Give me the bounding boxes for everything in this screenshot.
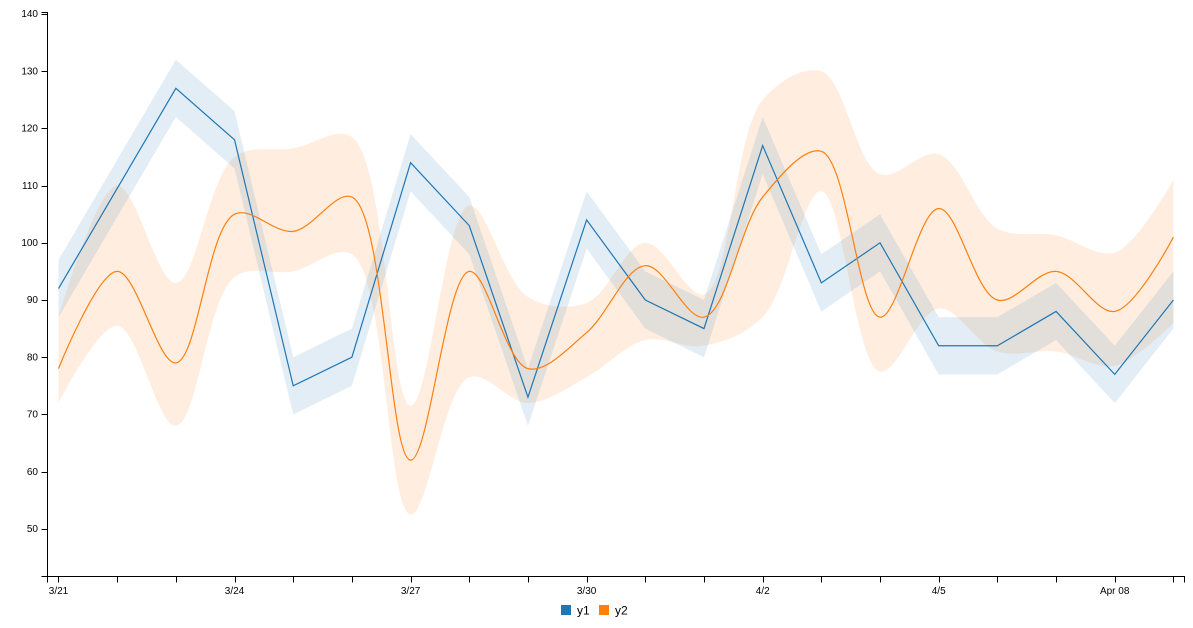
svg-text:y1: y1 [577, 604, 590, 618]
svg-text:100: 100 [21, 238, 38, 249]
svg-text:3/24: 3/24 [225, 586, 245, 597]
svg-text:4/5: 4/5 [932, 586, 946, 597]
svg-text:Apr 08: Apr 08 [1100, 586, 1130, 597]
svg-text:120: 120 [21, 124, 38, 135]
svg-text:4/2: 4/2 [756, 586, 770, 597]
svg-text:130: 130 [21, 66, 38, 77]
svg-text:80: 80 [27, 352, 39, 363]
svg-text:50: 50 [27, 524, 39, 535]
svg-text:60: 60 [27, 467, 39, 478]
svg-text:y2: y2 [615, 604, 628, 618]
svg-text:140: 140 [21, 9, 38, 20]
svg-text:3/30: 3/30 [577, 586, 597, 597]
svg-text:3/21: 3/21 [49, 586, 69, 597]
svg-text:3/27: 3/27 [401, 586, 421, 597]
svg-text:90: 90 [27, 295, 39, 306]
svg-text:70: 70 [27, 410, 39, 421]
svg-text:110: 110 [22, 181, 38, 192]
